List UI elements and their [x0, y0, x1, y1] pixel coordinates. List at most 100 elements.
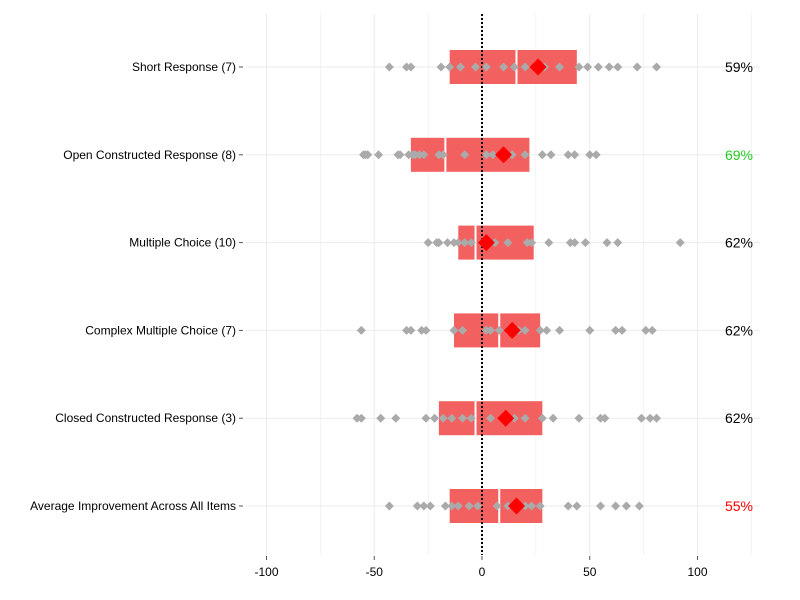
data-point [384, 501, 394, 511]
data-point [440, 501, 450, 511]
data-point [647, 325, 657, 335]
category-label: Complex Multiple Choice (7) [85, 323, 236, 337]
data-point [520, 150, 530, 160]
data-point [419, 501, 429, 511]
data-point [436, 62, 446, 72]
data-point [453, 238, 463, 248]
mean-marker [503, 321, 521, 339]
data-point [574, 62, 584, 72]
data-point [611, 501, 621, 511]
data-point [544, 238, 554, 248]
data-point [537, 413, 547, 423]
data-point [555, 62, 565, 72]
data-point [503, 501, 513, 511]
data-point [363, 150, 373, 160]
data-point [652, 413, 662, 423]
category-label: Multiple Choice (10) [129, 236, 236, 250]
mean-marker [477, 234, 495, 252]
data-point [537, 150, 547, 160]
data-point [596, 501, 606, 511]
data-point [447, 413, 457, 423]
mean-marker [507, 497, 525, 515]
data-point [443, 238, 453, 248]
data-point [464, 501, 474, 511]
data-point [406, 325, 416, 335]
category-label: Average Improvement Across All Items [30, 499, 236, 513]
data-point [430, 413, 440, 423]
data-point [645, 413, 655, 423]
data-point [570, 238, 580, 248]
data-point [481, 62, 491, 72]
data-point [460, 238, 470, 248]
data-point [527, 238, 537, 248]
data-point [572, 501, 582, 511]
data-point [617, 325, 627, 335]
percent-label: 69% [725, 147, 753, 163]
x-tick-label: 50 [583, 565, 597, 579]
data-point [520, 413, 530, 423]
data-point [546, 150, 556, 160]
mean-marker [495, 146, 513, 164]
data-point [492, 501, 502, 511]
category-label: Closed Constructed Response (3) [55, 411, 236, 425]
x-tick-label: 100 [687, 565, 707, 579]
data-point [466, 238, 476, 248]
data-point [563, 501, 573, 511]
data-point [490, 238, 500, 248]
data-point [488, 150, 498, 160]
data-point [520, 325, 530, 335]
data-point [570, 150, 580, 160]
data-point [535, 325, 545, 335]
category-label: Short Response (7) [132, 60, 236, 74]
percent-label: 62% [725, 235, 753, 251]
data-point [585, 150, 595, 160]
grid-layer [246, 14, 760, 555]
data-point [412, 501, 422, 511]
data-point [574, 413, 584, 423]
data-point [356, 413, 366, 423]
category-label: Open Constructed Response (8) [63, 148, 236, 162]
data-point [356, 325, 366, 335]
data-point [449, 325, 459, 335]
data-point [520, 62, 530, 72]
x-tick-label: -50 [366, 565, 384, 579]
data-point [652, 62, 662, 72]
data-point [458, 413, 468, 423]
data-point [421, 413, 431, 423]
data-point [425, 501, 435, 511]
data-point [542, 325, 552, 335]
percent-label: 59% [725, 59, 753, 75]
data-point [507, 150, 517, 160]
data-point [471, 62, 481, 72]
data-point [376, 413, 386, 423]
data-point [486, 413, 496, 423]
data-point [634, 501, 644, 511]
data-point [466, 413, 476, 423]
data-point [503, 238, 513, 248]
point-layer [352, 62, 685, 511]
data-point [613, 62, 623, 72]
data-point [585, 325, 595, 335]
data-point [445, 62, 455, 72]
data-point [460, 150, 470, 160]
data-point [509, 62, 519, 72]
x-axis-tick-layer: -100 -50 0 50 100 [254, 556, 708, 579]
data-point [473, 501, 483, 511]
data-point [455, 62, 465, 72]
data-point [486, 325, 496, 335]
data-point [641, 325, 651, 335]
data-point [458, 325, 468, 335]
data-point [527, 501, 537, 511]
data-point [675, 238, 685, 248]
data-point [583, 62, 593, 72]
mean-marker [529, 58, 547, 76]
data-point [604, 62, 614, 72]
data-point [555, 325, 565, 335]
data-point [535, 501, 545, 511]
data-point [593, 62, 603, 72]
data-point [423, 238, 433, 248]
data-point [481, 150, 491, 160]
data-point [421, 325, 431, 335]
data-point [591, 150, 601, 160]
